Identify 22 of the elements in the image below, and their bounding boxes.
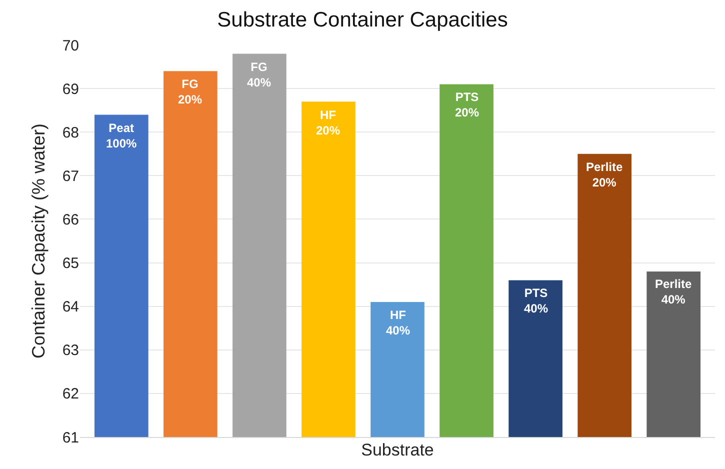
x-tick-label: PTS 40% — [524, 286, 548, 316]
y-tick-label: 69 — [62, 80, 79, 98]
y-axis-title: Container Capacity (% water) — [28, 123, 49, 359]
x-tick-label: FG 20% — [178, 77, 202, 107]
x-tick-label: HF 40% — [386, 308, 410, 338]
x-tick-label: Perlite 40% — [655, 277, 692, 307]
y-tick-label: 70 — [62, 37, 79, 54]
x-tick-label: Peat 100% — [106, 121, 138, 151]
x-tick-label: HF 20% — [316, 108, 340, 138]
y-tick-label: 63 — [62, 342, 79, 360]
y-tick-label: 62 — [62, 386, 79, 403]
chart-title: Substrate Container Capacities — [217, 8, 508, 32]
y-tick-label: 61 — [62, 429, 79, 446]
y-tick-label: 68 — [62, 124, 79, 142]
y-tick-label: 66 — [62, 211, 79, 228]
x-tick-label: Perlite 20% — [586, 160, 624, 190]
y-tick-label: 67 — [62, 168, 79, 185]
y-tick-label: 65 — [62, 255, 79, 272]
y-tick-label: 64 — [62, 298, 79, 316]
x-tick-label: FG 40% — [247, 60, 272, 90]
x-tick-label: PTS 20% — [455, 90, 480, 120]
x-axis-title: Substrate — [361, 440, 434, 460]
